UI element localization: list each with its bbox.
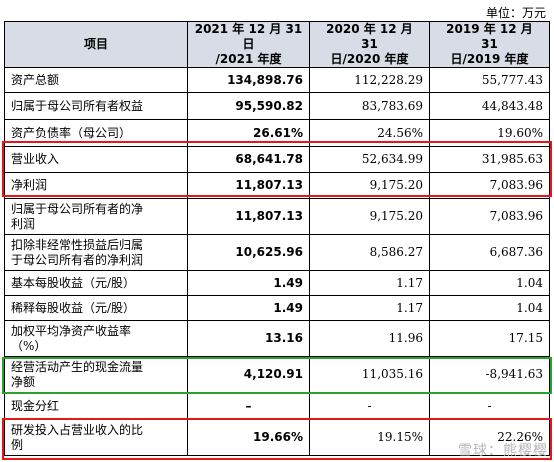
value-2020: 8,586.27: [309, 234, 430, 271]
value-2021: 68,641.78: [187, 146, 310, 173]
value-2019: 7,083.96: [429, 172, 550, 199]
value-2020: 11.96: [309, 320, 430, 357]
value-2021: 26.61%: [187, 119, 310, 147]
value-2019: 19.60%: [429, 119, 550, 147]
row-label: 基本每股收益（元/股）: [4, 270, 188, 296]
row-label: 净利润: [4, 172, 188, 199]
value-2020: 1.17: [309, 295, 430, 321]
row-label: 经营活动产生的现金流量 净额: [4, 356, 188, 393]
value-2021: 134,898.76: [187, 67, 310, 93]
value-2021: 10,625.96: [187, 234, 310, 271]
header-item: 项目: [4, 21, 188, 68]
watermark: 雪球：熊樱樱: [458, 443, 548, 459]
row-label: 资产负债率（母公司）: [4, 119, 188, 147]
header-2021: 2021 年 12 月 31 日/2021 年度: [187, 21, 310, 68]
row-label: 营业收入: [4, 146, 188, 173]
header-2019: 2019 年 12 月 31 日/2019 年度: [429, 21, 550, 68]
table-row: 研发投入占营业收入的比例 19.66% 19.15% 22.26%: [4, 419, 550, 456]
table-row: 资产负债率（母公司） 26.61% 24.56% 19.60%: [4, 119, 550, 147]
table-row: 现金分红 – - -: [4, 392, 550, 420]
financial-table: 项目 2021 年 12 月 31 日/2021 年度 2020 年 12 月 …: [4, 21, 550, 456]
value-2021: 1.49: [187, 270, 310, 296]
table-row: 归属于母公司所有者的净 利润 11,807.13 9,175.20 7,083.9…: [4, 198, 550, 235]
table-row: 资产总额 134,898.76 112,228.29 55,777.43: [4, 67, 550, 93]
table-row: 归属于母公司所有者权益 95,590.82 83,783.69 44,843.4…: [4, 92, 550, 120]
value-2020: -: [309, 392, 430, 420]
value-2020: 11,035.16: [309, 356, 430, 393]
row-label: 归属于母公司所有者的净 利润: [4, 198, 188, 235]
row-label: 归属于母公司所有者权益: [4, 92, 188, 120]
value-2020: 112,228.29: [309, 67, 430, 93]
value-2019: 31,985.63: [429, 146, 550, 173]
value-2019: 44,843.48: [429, 92, 550, 120]
row-label: 资产总额: [4, 67, 188, 93]
table-row: 扣除非经常性损益后归属 于母公司所有者的净利润 10,625.96 8,586.2…: [4, 234, 550, 271]
value-2020: 9,175.20: [309, 172, 430, 199]
value-2019: 7,083.96: [429, 198, 550, 235]
value-2019: 1.04: [429, 295, 550, 321]
value-2020: 9,175.20: [309, 198, 430, 235]
unit-label: 单位：万元: [485, 6, 546, 20]
value-2020: 19.15%: [309, 419, 430, 456]
value-2020: 83,783.69: [309, 92, 430, 120]
table-row: 营业收入 68,641.78 52,634.99 31,985.63: [4, 146, 550, 173]
value-2021: 19.66%: [187, 419, 310, 456]
value-2019: 55,777.43: [429, 67, 550, 93]
table-row: 稀释每股收益（元/股） 1.49 1.17 1.04: [4, 295, 550, 321]
value-2021: 95,590.82: [187, 92, 310, 120]
value-2019: 17.15: [429, 320, 550, 357]
value-2021: 13.16: [187, 320, 310, 357]
value-2020: 24.56%: [309, 119, 430, 147]
row-label: 加权平均净资产收益率 （%）: [4, 320, 188, 357]
table-row: 加权平均净资产收益率 （%） 13.16 11.96 17.15: [4, 320, 550, 357]
value-2021: 1.49: [187, 295, 310, 321]
value-2019: 6,687.36: [429, 234, 550, 271]
value-2021: 11,807.13: [187, 172, 310, 199]
table-row: 基本每股收益（元/股） 1.49 1.17 1.04: [4, 270, 550, 296]
value-2019: 22.26%: [429, 419, 550, 456]
table-row: 净利润 11,807.13 9,175.20 7,083.96: [4, 172, 550, 199]
value-2019: -: [429, 392, 550, 420]
value-2021: 4,120.91: [187, 356, 310, 393]
table-row: 经营活动产生的现金流量 净额 4,120.91 11,035.16 -8,941.…: [4, 356, 550, 393]
value-2020: 1.17: [309, 270, 430, 296]
table-header-row: 项目 2021 年 12 月 31 日/2021 年度 2020 年 12 月 …: [4, 21, 550, 68]
row-label: 现金分红: [4, 392, 188, 420]
row-label: 研发投入占营业收入的比例: [4, 419, 188, 456]
row-label: 扣除非经常性损益后归属 于母公司所有者的净利润: [4, 234, 188, 271]
header-2020: 2020 年 12 月 31 日/2020 年度: [309, 21, 430, 68]
value-2021: –: [187, 392, 310, 420]
value-2019: 1.04: [429, 270, 550, 296]
row-label: 稀释每股收益（元/股）: [4, 295, 188, 321]
value-2020: 52,634.99: [309, 146, 430, 173]
value-2021: 11,807.13: [187, 198, 310, 235]
value-2019: -8,941.63: [429, 356, 550, 393]
